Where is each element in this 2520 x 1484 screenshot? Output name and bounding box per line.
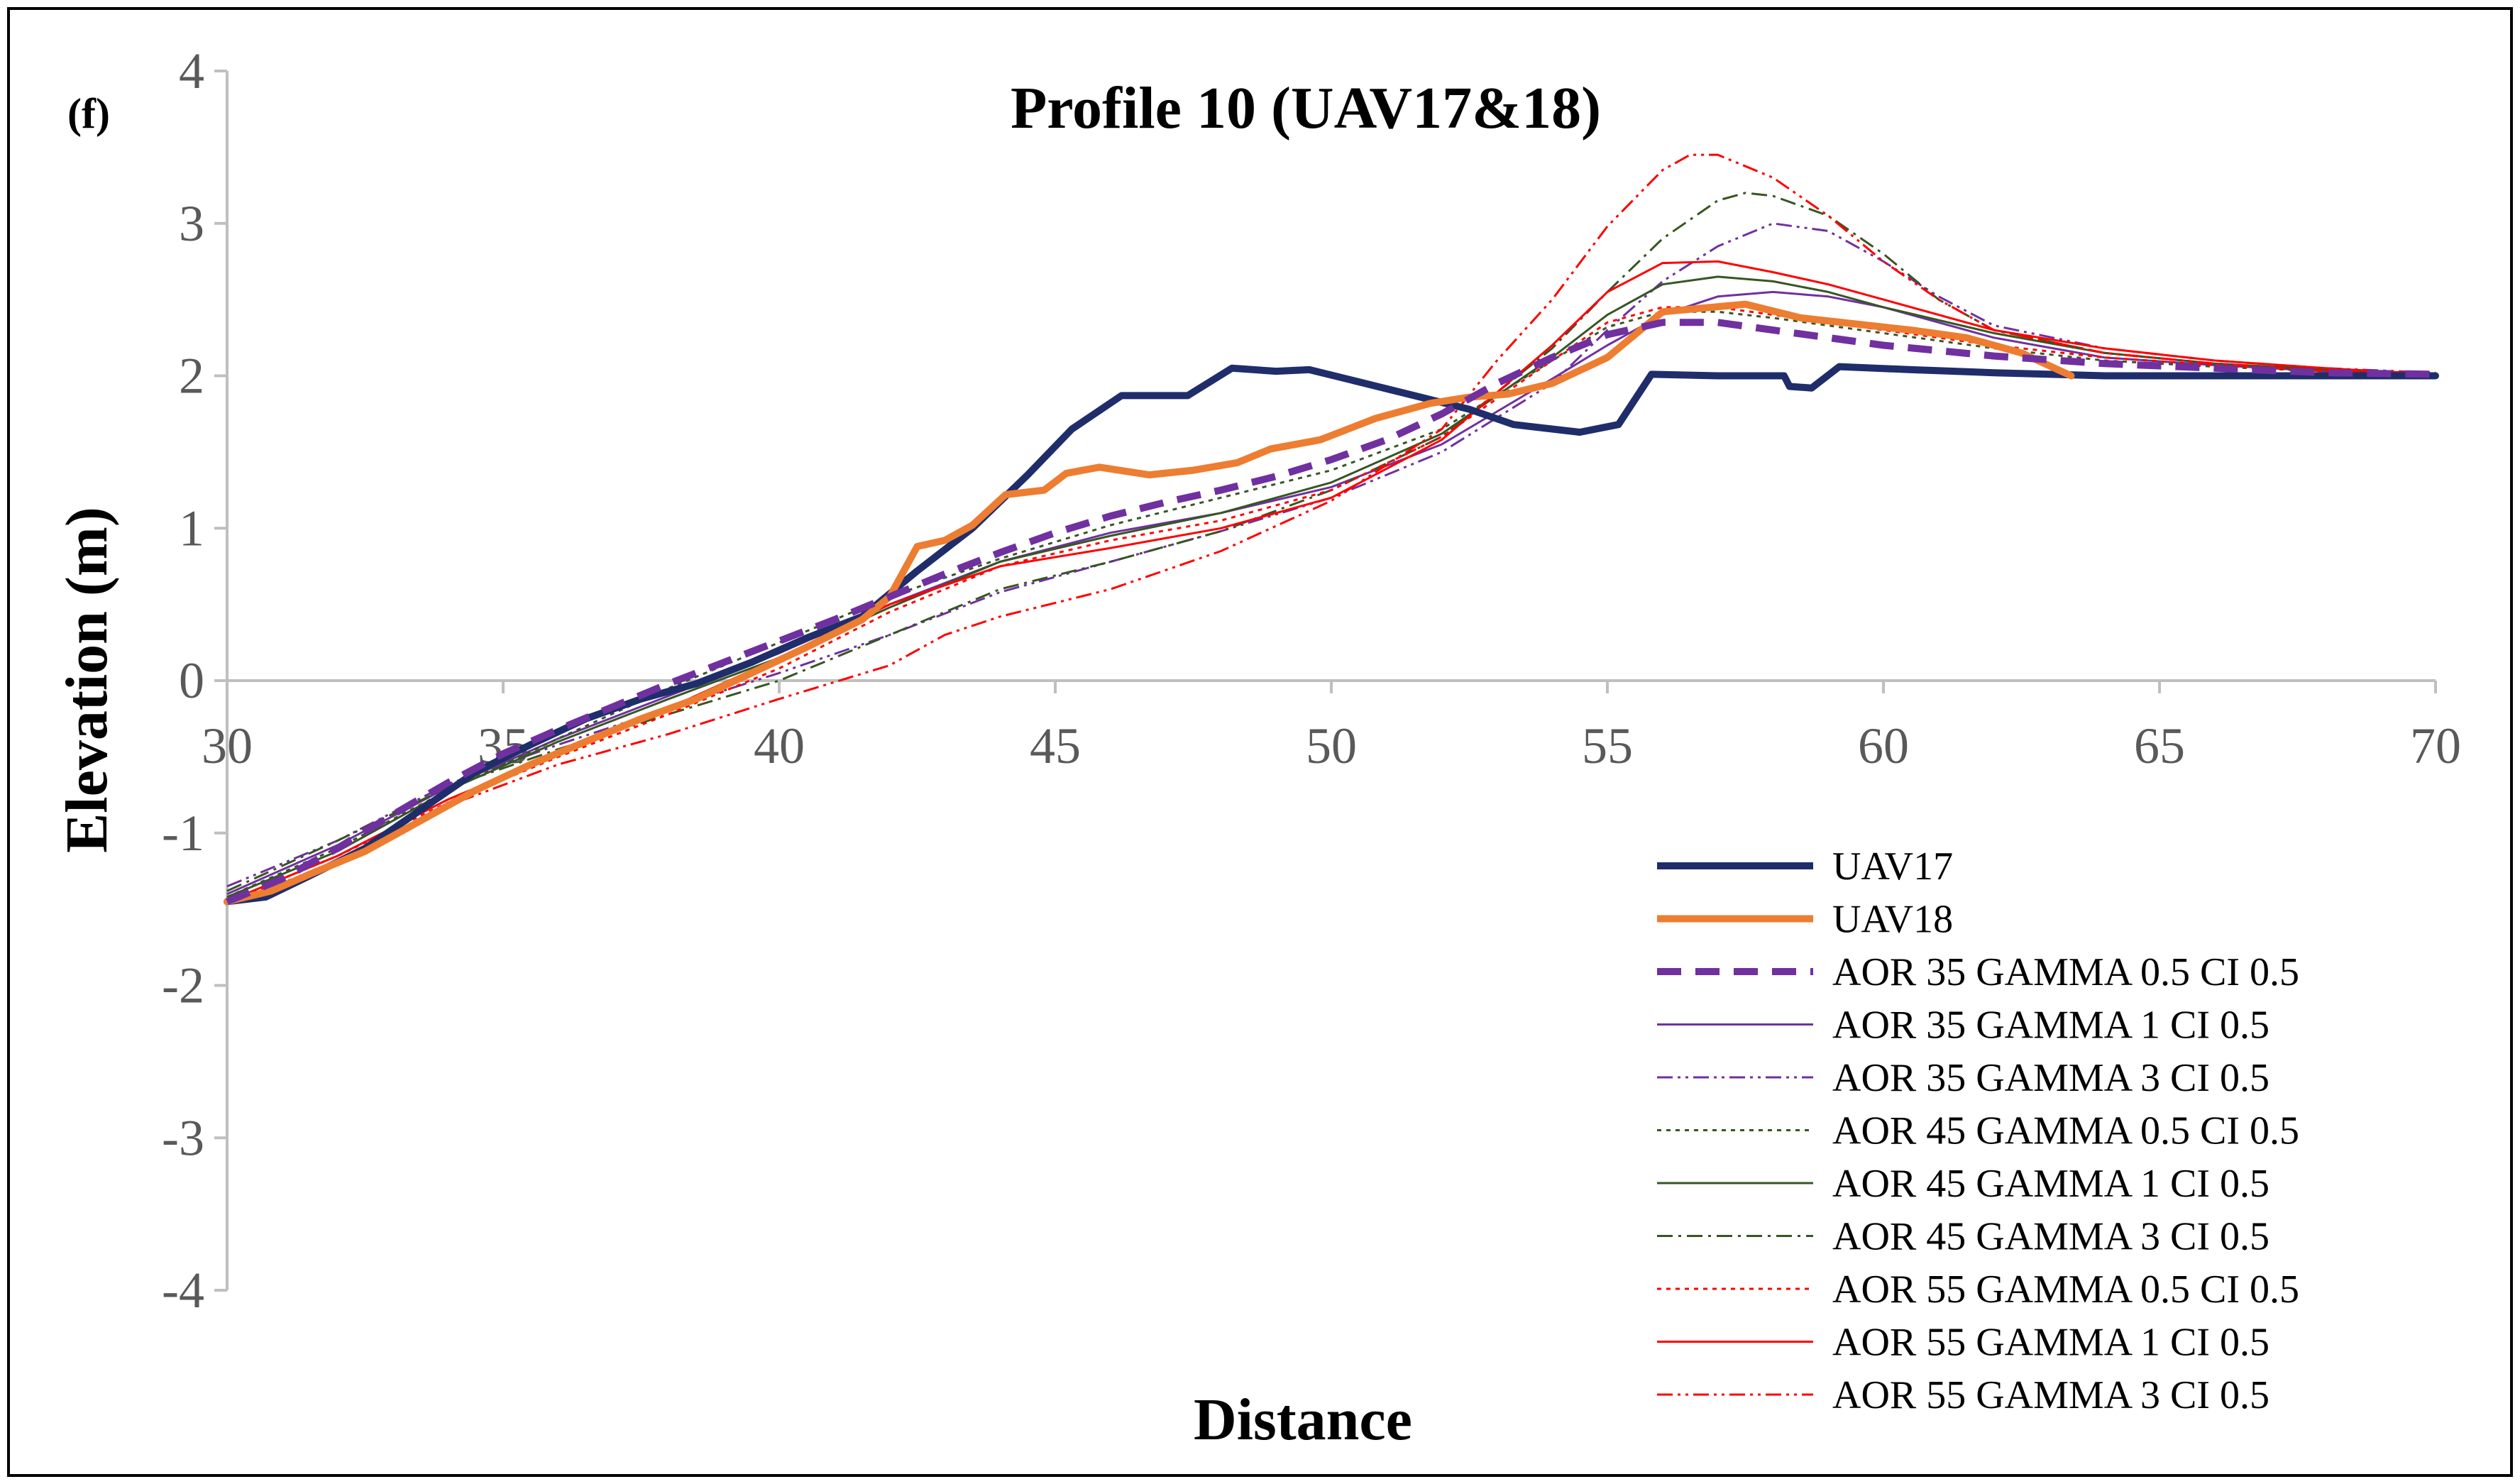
x-axis-title: Distance (1194, 1387, 1412, 1453)
y-tick-label: -2 (162, 957, 204, 1014)
x-tick-label: 40 (754, 718, 805, 774)
x-tick-label: 30 (202, 718, 253, 774)
y-tick-label: -4 (162, 1262, 204, 1319)
y-tick-label: 2 (179, 348, 204, 405)
legend-label-6: AOR 45 GAMMA 0.5 CI 0.5 (1832, 1109, 2299, 1153)
legend-label-5: AOR 35 GAMMA 3 CI 0.5 (1832, 1056, 2269, 1100)
series-line-4 (226, 290, 2436, 896)
panel-label: (f) (67, 90, 110, 137)
y-axis-title: Elevation (m) (54, 507, 120, 853)
legend-label-9: AOR 55 GAMMA 0.5 CI 0.5 (1832, 1268, 2299, 1312)
y-tick-label: -3 (162, 1109, 204, 1166)
chart-title: Profile 10 (UAV17&18) (1011, 75, 1601, 141)
y-tick-label: 4 (179, 43, 204, 99)
y-tick-label: 1 (179, 500, 204, 556)
legend-label-4: AOR 35 GAMMA 1 CI 0.5 (1832, 1004, 2269, 1048)
y-tick-label: 3 (179, 195, 204, 252)
series-line-3 (226, 319, 2436, 906)
legend-label-10: AOR 55 GAMMA 1 CI 0.5 (1832, 1321, 2269, 1365)
legend-label-2: UAV18 (1832, 898, 1953, 942)
plot-area (224, 153, 2439, 906)
y-tick-label: 0 (179, 652, 204, 709)
x-tick-label: 70 (2410, 718, 2461, 774)
x-tick-label: 60 (1858, 718, 1909, 774)
x-tick-label: 50 (1306, 718, 1357, 774)
x-tick-label: 65 (2134, 718, 2185, 774)
chart-frame (7, 7, 2513, 1477)
legend-label-11: AOR 55 GAMMA 3 CI 0.5 (1832, 1373, 2269, 1417)
legend: UAV17 UAV18 AOR 35 GAMMA 0.5 CI 0.5 AOR 35 … (1657, 845, 2299, 1417)
legend-label-8: AOR 45 GAMMA 3 CI 0.5 (1832, 1215, 2269, 1259)
legend-label-1: UAV17 (1832, 845, 1953, 889)
legend-label-7: AOR 45 GAMMA 1 CI 0.5 (1832, 1162, 2269, 1206)
y-tick-label: -1 (162, 805, 204, 862)
x-tick-label: 45 (1030, 718, 1081, 774)
legend-label-3: AOR 35 GAMMA 0.5 CI 0.5 (1832, 950, 2299, 994)
x-tick-label: 55 (1582, 718, 1633, 774)
